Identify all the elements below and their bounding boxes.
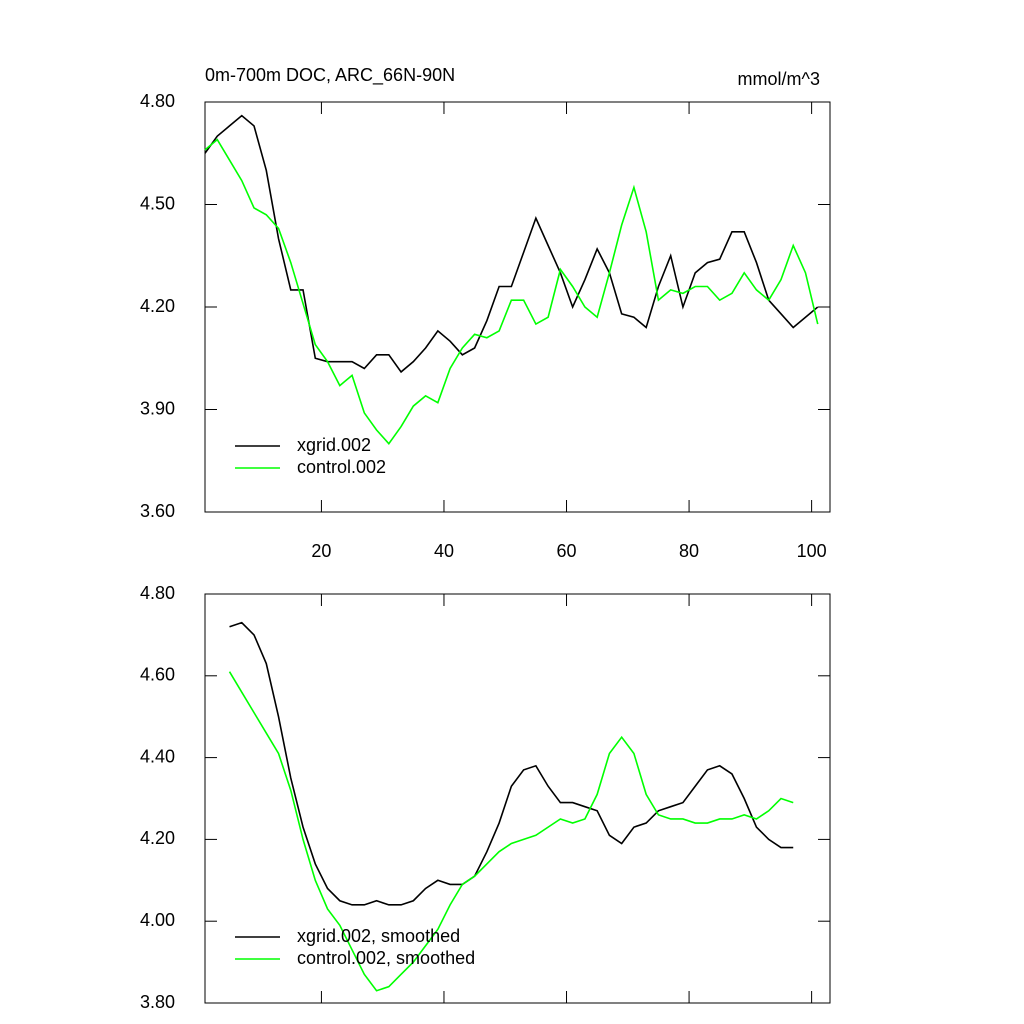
y-tick-label: 4.20 <box>140 828 175 848</box>
legend-label: xgrid.002, smoothed <box>297 926 460 946</box>
plot-frame <box>204 593 831 1004</box>
legend-label: xgrid.002 <box>297 435 371 455</box>
x-tick-label: 80 <box>679 541 699 561</box>
legend-label: control.002, smoothed <box>297 948 475 968</box>
y-tick-label: 4.80 <box>140 583 175 603</box>
units-label: mmol/m^3 <box>738 69 820 89</box>
data-line <box>228 671 794 992</box>
data-line <box>229 621 794 906</box>
chart-title: 0m-700m DOC, ARC_66N-90N <box>205 65 455 86</box>
y-tick-label: 4.60 <box>140 665 175 685</box>
x-tick-label: 100 <box>797 541 827 561</box>
data-line <box>204 114 819 374</box>
y-tick-label: 4.40 <box>140 746 175 766</box>
y-tick-label: 3.90 <box>140 398 175 418</box>
legend-label: control.002 <box>297 457 386 477</box>
y-tick-label: 4.50 <box>140 193 175 213</box>
y-tick-label: 4.20 <box>140 296 175 316</box>
x-tick-label: 60 <box>557 541 577 561</box>
data-line <box>204 138 819 445</box>
y-tick-label: 3.60 <box>140 501 175 521</box>
y-tick-label: 4.00 <box>140 910 175 930</box>
y-tick-label: 4.80 <box>140 91 175 111</box>
y-tick-label: 3.80 <box>140 992 175 1012</box>
x-tick-label: 40 <box>434 541 454 561</box>
x-tick-label: 20 <box>311 541 331 561</box>
